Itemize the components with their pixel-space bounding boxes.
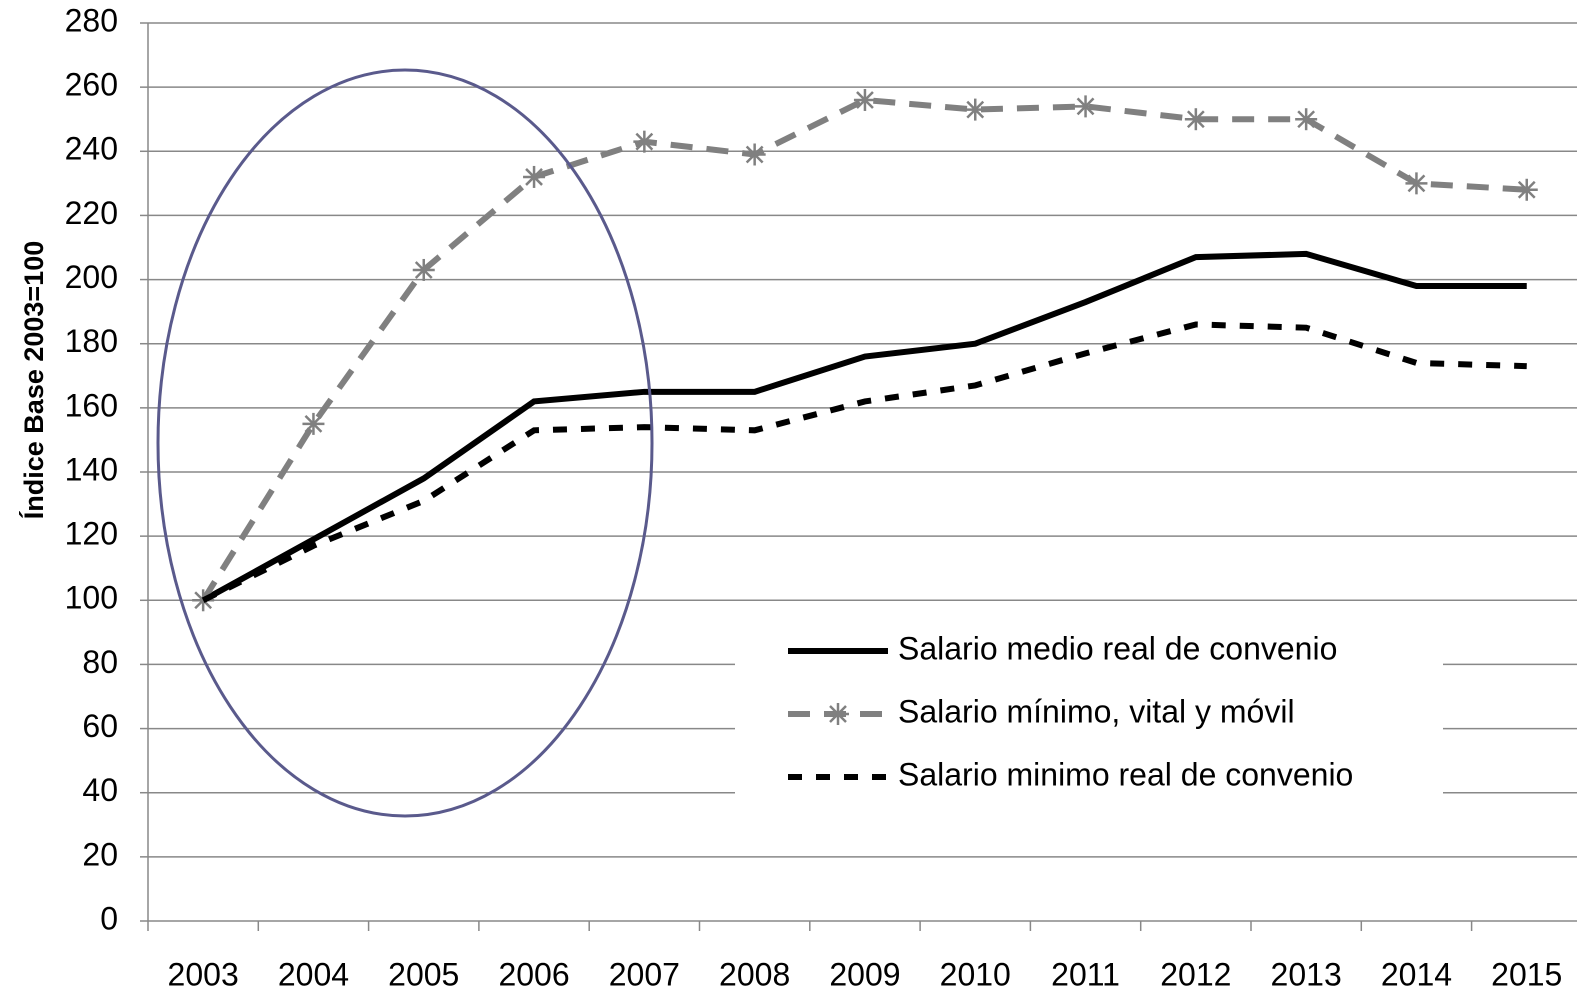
marker <box>1074 95 1097 118</box>
series-line <box>201 321 1527 603</box>
marker-stroke <box>525 168 543 186</box>
x-tick-label: 2009 <box>829 956 900 992</box>
marker <box>1405 172 1428 195</box>
marker-stroke <box>1076 97 1095 116</box>
y-tick-label: 140 <box>65 451 118 487</box>
y-tick-label: 40 <box>82 772 118 808</box>
marker-stroke <box>745 145 764 164</box>
x-tick-label: 2013 <box>1271 956 1342 992</box>
legend-label: Salario minimo real de convenio <box>898 756 1353 792</box>
x-tick-label: 2007 <box>609 956 680 992</box>
x-tick-label: 2003 <box>168 956 239 992</box>
y-tick-label: 60 <box>82 708 118 744</box>
y-tick-label: 260 <box>65 67 118 103</box>
series-line <box>200 96 1527 602</box>
y-tick-label: 180 <box>65 323 118 359</box>
marker-stroke <box>1297 110 1316 129</box>
x-tick-label: 2008 <box>719 956 790 992</box>
x-tick-label: 2006 <box>498 956 569 992</box>
marker-stroke <box>856 91 874 109</box>
legend-label: Salario medio real de convenio <box>898 630 1337 666</box>
marker <box>1515 178 1538 201</box>
y-tick-label: 0 <box>100 900 118 936</box>
marker <box>1295 108 1318 131</box>
x-tick-label: 2012 <box>1160 956 1231 992</box>
legend-label: Salario mínimo, vital y móvil <box>898 693 1295 729</box>
y-tick-label: 240 <box>65 131 118 167</box>
x-tick-label: 2015 <box>1491 956 1562 992</box>
marker-stroke <box>1407 174 1426 193</box>
y-tick-label: 160 <box>65 387 118 423</box>
y-axis-label: Índice Base 2003=100 <box>18 241 49 519</box>
x-tick-label: 2004 <box>278 956 349 992</box>
y-tick-label: 80 <box>82 644 118 680</box>
x-tick-label: 2011 <box>1051 956 1120 992</box>
marker-stroke <box>1186 110 1205 129</box>
y-tick-label: 100 <box>65 580 118 616</box>
highlight-ellipse <box>156 68 654 818</box>
marker <box>743 143 766 166</box>
y-tick-label: 220 <box>65 195 118 231</box>
series-line <box>201 250 1527 603</box>
y-tick-label: 200 <box>65 259 118 295</box>
marker <box>853 88 876 111</box>
marker <box>964 98 987 121</box>
x-tick-label: 2005 <box>388 956 459 992</box>
y-tick-label: 20 <box>82 836 118 872</box>
marker <box>412 258 435 281</box>
y-tick-label: 120 <box>65 516 118 552</box>
marker-stroke <box>966 100 985 119</box>
marker <box>302 412 325 435</box>
marker-stroke <box>1517 180 1536 199</box>
marker <box>827 703 849 725</box>
marker <box>523 165 546 188</box>
marker-stroke <box>635 132 654 151</box>
marker <box>1184 108 1207 131</box>
y-tick-label: 280 <box>65 2 118 38</box>
marker <box>633 130 656 153</box>
marker-stroke <box>829 705 847 723</box>
marker-stroke <box>414 261 433 279</box>
x-tick-label: 2010 <box>940 956 1011 992</box>
marker-stroke <box>304 415 323 433</box>
x-tick-label: 2014 <box>1381 956 1452 992</box>
